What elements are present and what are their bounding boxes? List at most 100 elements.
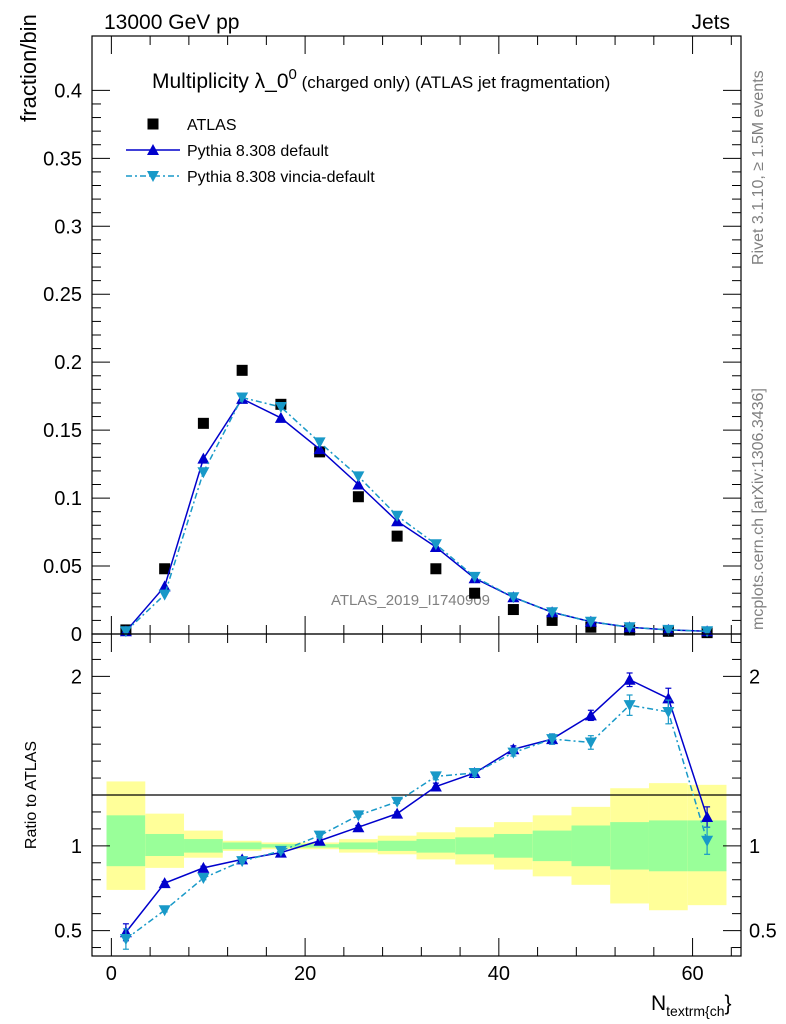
ratio-point xyxy=(623,673,636,685)
upper-point xyxy=(468,571,481,583)
inner-band-bin xyxy=(222,842,262,850)
upper-y-ticks: 0 0.05 0.1 0.15 0.2 0.25 0.3 0.35 0.4 xyxy=(43,36,741,646)
inner-band-bin xyxy=(106,815,146,867)
lower-xtick-label: 0 xyxy=(106,963,117,985)
upper-ytick-label: 0.15 xyxy=(43,420,82,442)
upper-ytick-label: 0.2 xyxy=(54,352,82,374)
upper-point xyxy=(313,437,326,449)
ratio-point xyxy=(158,877,171,889)
inner-band-bin xyxy=(300,844,340,848)
inner-band-bin xyxy=(648,820,688,872)
rivet-label: Rivet 3.1.10, ≥ 1.5M events xyxy=(750,70,767,265)
upper-point xyxy=(352,478,365,490)
ratio-point xyxy=(197,873,210,885)
inner-band-bin xyxy=(145,833,185,857)
upper-point xyxy=(429,539,442,551)
lower-ytick-label: 0.5 xyxy=(54,921,82,943)
upper-point xyxy=(507,604,519,616)
ratio-point xyxy=(507,747,520,759)
upper-title: Multiplicity λ_00 (charged only) (ATLAS … xyxy=(152,66,610,93)
legend: ATLAS Pythia 8.308 default Pythia 8.308 vi… xyxy=(126,117,375,186)
inner-band-bin xyxy=(455,837,494,855)
upper-point xyxy=(274,402,287,414)
upper-point xyxy=(546,614,558,626)
xlabel: Ntextrm{ch} xyxy=(651,992,732,1019)
legend-label: Pythia 8.308 default xyxy=(187,143,329,160)
ratio-point xyxy=(274,845,287,857)
mcplots-label: mcplots.cern.ch [arXiv:1306.3436] xyxy=(750,388,767,630)
xlabel-main: N xyxy=(651,992,666,1015)
ratio-point xyxy=(236,856,249,868)
lower-xtick-label: 20 xyxy=(294,963,316,985)
upper-point xyxy=(119,626,132,638)
ratio-point xyxy=(429,780,442,792)
ratio-point xyxy=(352,821,365,833)
upper-point xyxy=(274,411,287,423)
ratio-point xyxy=(701,835,714,847)
upper-ytick-label: 0.25 xyxy=(43,284,82,306)
upper-point xyxy=(701,626,714,638)
lower-ytick-label-right: 1 xyxy=(749,836,760,858)
ratio-point xyxy=(352,810,365,822)
ratio-point xyxy=(158,905,171,917)
upper-point xyxy=(159,563,171,575)
upper-point xyxy=(391,510,404,522)
upper-point xyxy=(623,622,636,634)
upper-panel: fraction/bin Multiplicity λ_00 (charged … xyxy=(16,14,741,646)
uncertainty-bands xyxy=(106,781,727,911)
inner-band-bin xyxy=(493,833,533,858)
lower-xtick-label: 60 xyxy=(681,963,703,985)
upper-ytick-label: 0.1 xyxy=(54,488,82,510)
title-main: Multiplicity λ_00 (charged only) (ATLAS … xyxy=(152,66,610,93)
legend-label: ATLAS xyxy=(187,117,237,134)
upper-point xyxy=(662,624,675,636)
upper-point xyxy=(391,530,403,542)
upper-series xyxy=(119,364,714,639)
upper-point xyxy=(352,471,365,483)
ratio-point xyxy=(623,700,636,712)
ratio-point xyxy=(701,811,714,823)
inner-band-bin xyxy=(532,830,572,862)
upper-point xyxy=(469,587,481,599)
legend-label: Pythia 8.308 vincia-default xyxy=(187,169,375,186)
lower-ytick-label: 1 xyxy=(71,836,82,858)
upper-ytick-label: 0.35 xyxy=(43,148,82,170)
inner-band-bin xyxy=(339,842,378,850)
title-superscript: 0 xyxy=(289,66,297,83)
inner-band-bin xyxy=(610,822,649,870)
upper-point xyxy=(236,364,248,376)
xlabel-sub: textrm{ch xyxy=(666,1003,724,1019)
ratio-point xyxy=(391,796,404,808)
xlabel-tail: } xyxy=(725,992,732,1015)
title-main-text: Multiplicity λ_0 xyxy=(152,70,289,93)
inner-band-bin xyxy=(416,839,456,853)
process-label: Jets xyxy=(691,11,730,34)
inner-band-bin xyxy=(377,840,417,851)
upper-point xyxy=(197,452,210,464)
upper-point xyxy=(352,491,364,503)
inner-band-bin xyxy=(184,839,223,853)
upper-point xyxy=(158,589,171,601)
upper-ytick-label: 0.3 xyxy=(54,216,82,238)
upper-point xyxy=(313,443,326,455)
inner-band-bin xyxy=(571,825,611,867)
lower-ylabel: Ratio to ATLAS xyxy=(23,741,40,849)
upper-point xyxy=(158,580,171,592)
lower-ytick-label: 2 xyxy=(71,666,82,688)
upper-point xyxy=(584,616,597,628)
ratio-point xyxy=(119,934,132,946)
lower-ytick-label-right: 0.5 xyxy=(749,921,777,943)
lower-ticks: 0 20 40 60 0.5 0.5 1 1 2 2 xyxy=(54,634,777,985)
upper-point xyxy=(236,392,249,404)
ratio-point xyxy=(584,737,597,749)
upper-point xyxy=(546,607,559,619)
ratio-point xyxy=(429,771,442,783)
inner-band-bin xyxy=(261,844,301,848)
ratio-point xyxy=(662,706,675,718)
upper-point xyxy=(507,592,520,604)
legend-marker xyxy=(147,118,159,130)
ratio-series-line xyxy=(125,678,708,933)
lower-series xyxy=(119,672,714,950)
title-rest: (charged only) (ATLAS jet fragmentation) xyxy=(297,73,610,92)
ratio-point xyxy=(546,734,559,746)
